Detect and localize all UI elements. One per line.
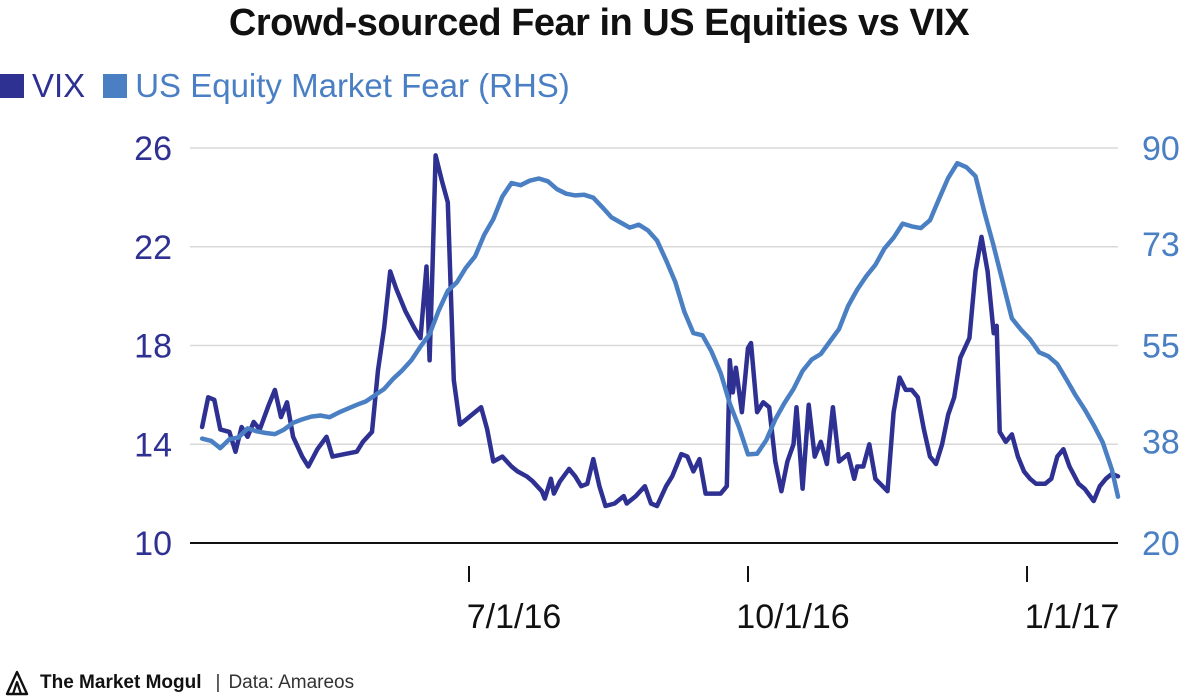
- legend-swatch-fear: [103, 74, 128, 98]
- chart-legend: VIX US Equity Market Fear (RHS): [0, 66, 588, 106]
- mogul-logo-icon: [5, 670, 29, 696]
- legend-item-vix: VIX: [0, 67, 85, 105]
- series-line-fear: [199, 160, 1121, 499]
- x-tick-label: 7/1/16: [467, 598, 562, 636]
- y-right-tick-label: 90: [1142, 130, 1180, 168]
- data-source: Data: Amareos: [228, 672, 355, 693]
- y-left-tick-label: 18: [134, 328, 172, 366]
- y-left-tick-label: 26: [134, 130, 172, 168]
- legend-swatch-vix: [0, 74, 24, 98]
- legend-label-vix: VIX: [32, 67, 86, 104]
- footer: The Market Mogul | Data: Amareos: [4, 670, 354, 696]
- y-right-tick-label: 73: [1142, 226, 1180, 264]
- x-tick-label: 1/1/17: [1025, 598, 1120, 636]
- y-right-tick-label: 20: [1142, 525, 1180, 563]
- legend-label-fear: US Equity Market Fear (RHS): [135, 67, 570, 104]
- chart-title: Crowd-sourced Fear in US Equities vs VIX: [228, 2, 970, 44]
- x-tick-label: 10/1/16: [736, 598, 849, 636]
- y-right-tick-label: 55: [1142, 328, 1180, 366]
- series-line-vix: [199, 153, 1121, 509]
- legend-item-fear: US Equity Market Fear (RHS): [103, 67, 570, 105]
- y-left-tick-label: 22: [134, 229, 172, 267]
- brand-name: The Market Mogul: [40, 672, 202, 693]
- y-left-tick-label: 10: [134, 525, 172, 563]
- y-right-tick-label: 38: [1142, 423, 1180, 461]
- y-left-tick-label: 14: [134, 426, 172, 464]
- footer-separator: |: [215, 672, 221, 693]
